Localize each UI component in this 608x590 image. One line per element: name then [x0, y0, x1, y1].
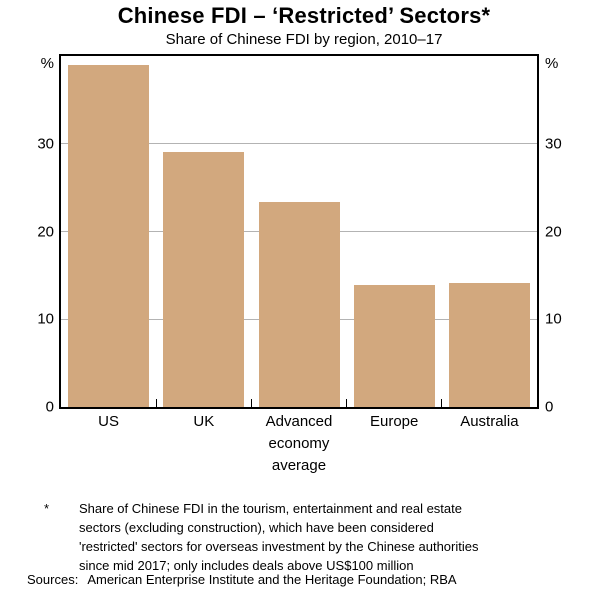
x-axis-tick: [155, 399, 157, 407]
y-tick-label: 10: [545, 310, 562, 328]
footnote-marker: *: [44, 501, 50, 516]
x-axis-labels: US UK Advanced economy average Europe Austra…: [61, 411, 537, 491]
bar-advanced: [258, 201, 340, 407]
x-axis-tick: [346, 399, 348, 407]
y-axis-unit-right: %: [545, 55, 559, 72]
y-tick-label: 30: [37, 135, 54, 153]
footnote-text: Share of Chinese FDI in the tourism, ent…: [79, 501, 479, 573]
y-tick-label: 10: [37, 310, 54, 328]
sources-line: Sources: American Enterprise Institute an…: [27, 570, 457, 589]
y-axis-left: 0 10 20 30: [0, 54, 54, 415]
x-category-label: Australia: [460, 413, 519, 430]
x-category-label: Advanced economy average: [265, 413, 333, 474]
x-category-label: UK: [193, 413, 215, 430]
y-tick-label: 20: [545, 223, 562, 240]
x-category-label: US: [98, 413, 120, 430]
gridline: [61, 143, 537, 145]
chart-subtitle: Share of Chinese FDI by region, 2010–17: [165, 31, 443, 48]
y-tick-label: 30: [545, 135, 562, 153]
bar-europe: [353, 285, 435, 407]
x-axis-tick: [250, 399, 252, 407]
sources-text: American Enterprise Institute and the He…: [87, 572, 457, 587]
x-axis-tick: [441, 399, 443, 407]
bar-us: [68, 64, 150, 407]
sources-label: Sources:: [27, 572, 79, 587]
bar-uk: [163, 151, 245, 407]
y-axis-unit-left: %: [40, 55, 54, 72]
x-category-label: Europe: [370, 413, 419, 430]
chart-title: Chinese FDI – ‘Restricted’ Sectors*: [117, 3, 491, 28]
y-tick-label: 0: [545, 398, 554, 416]
plot-area: [59, 54, 539, 409]
chart-region: % % 0 10 20 30 0 10 20 30 US UK Advanced economy…: [0, 54, 608, 474]
y-tick-label: 20: [37, 223, 54, 240]
y-tick-label: 0: [45, 398, 54, 416]
y-axis-right: 0 10 20 30: [545, 54, 605, 415]
bar-australia: [448, 283, 530, 407]
